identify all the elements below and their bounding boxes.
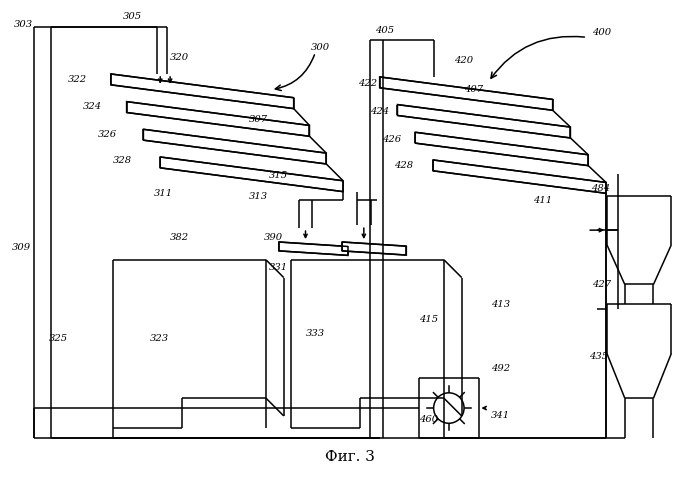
Text: 307: 307 [249,115,268,124]
Text: 313: 313 [249,192,268,201]
Text: 326: 326 [98,130,117,139]
Polygon shape [342,242,406,255]
Text: 405: 405 [374,26,394,35]
Polygon shape [144,129,326,164]
Polygon shape [415,132,588,166]
Text: 382: 382 [170,232,189,241]
Text: 426: 426 [382,134,401,144]
Polygon shape [433,160,606,193]
Text: 492: 492 [491,364,510,373]
Text: 411: 411 [533,196,552,205]
Text: 300: 300 [311,43,330,52]
Text: 303: 303 [14,20,33,29]
Text: 407: 407 [463,85,483,94]
Polygon shape [398,105,570,138]
Text: 323: 323 [150,335,169,343]
Text: 324: 324 [83,102,102,111]
Text: 424: 424 [370,107,389,116]
Text: 320: 320 [170,53,189,62]
Text: 309: 309 [12,243,31,253]
Text: 422: 422 [358,80,377,88]
Text: 341: 341 [491,412,510,420]
Polygon shape [160,157,343,192]
Text: 400: 400 [592,28,611,37]
Text: 460: 460 [419,415,438,425]
Text: 415: 415 [419,315,438,323]
Text: 420: 420 [454,55,473,65]
Polygon shape [111,74,294,108]
Polygon shape [279,242,348,255]
Text: Фиг. 3: Фиг. 3 [325,451,375,465]
Text: 328: 328 [113,157,132,165]
Text: 331: 331 [269,263,288,272]
Text: 390: 390 [264,232,283,241]
Text: 311: 311 [154,189,174,198]
Text: 435: 435 [589,352,608,361]
Text: 427: 427 [592,280,611,289]
Text: 305: 305 [122,12,142,21]
Polygon shape [127,102,309,136]
Text: 322: 322 [69,75,88,84]
Text: 315: 315 [269,171,288,180]
Text: 325: 325 [48,335,68,343]
Text: 484: 484 [592,184,610,193]
Text: 333: 333 [305,329,325,338]
Text: 413: 413 [491,300,510,309]
Polygon shape [379,77,552,110]
Text: 428: 428 [395,161,414,170]
